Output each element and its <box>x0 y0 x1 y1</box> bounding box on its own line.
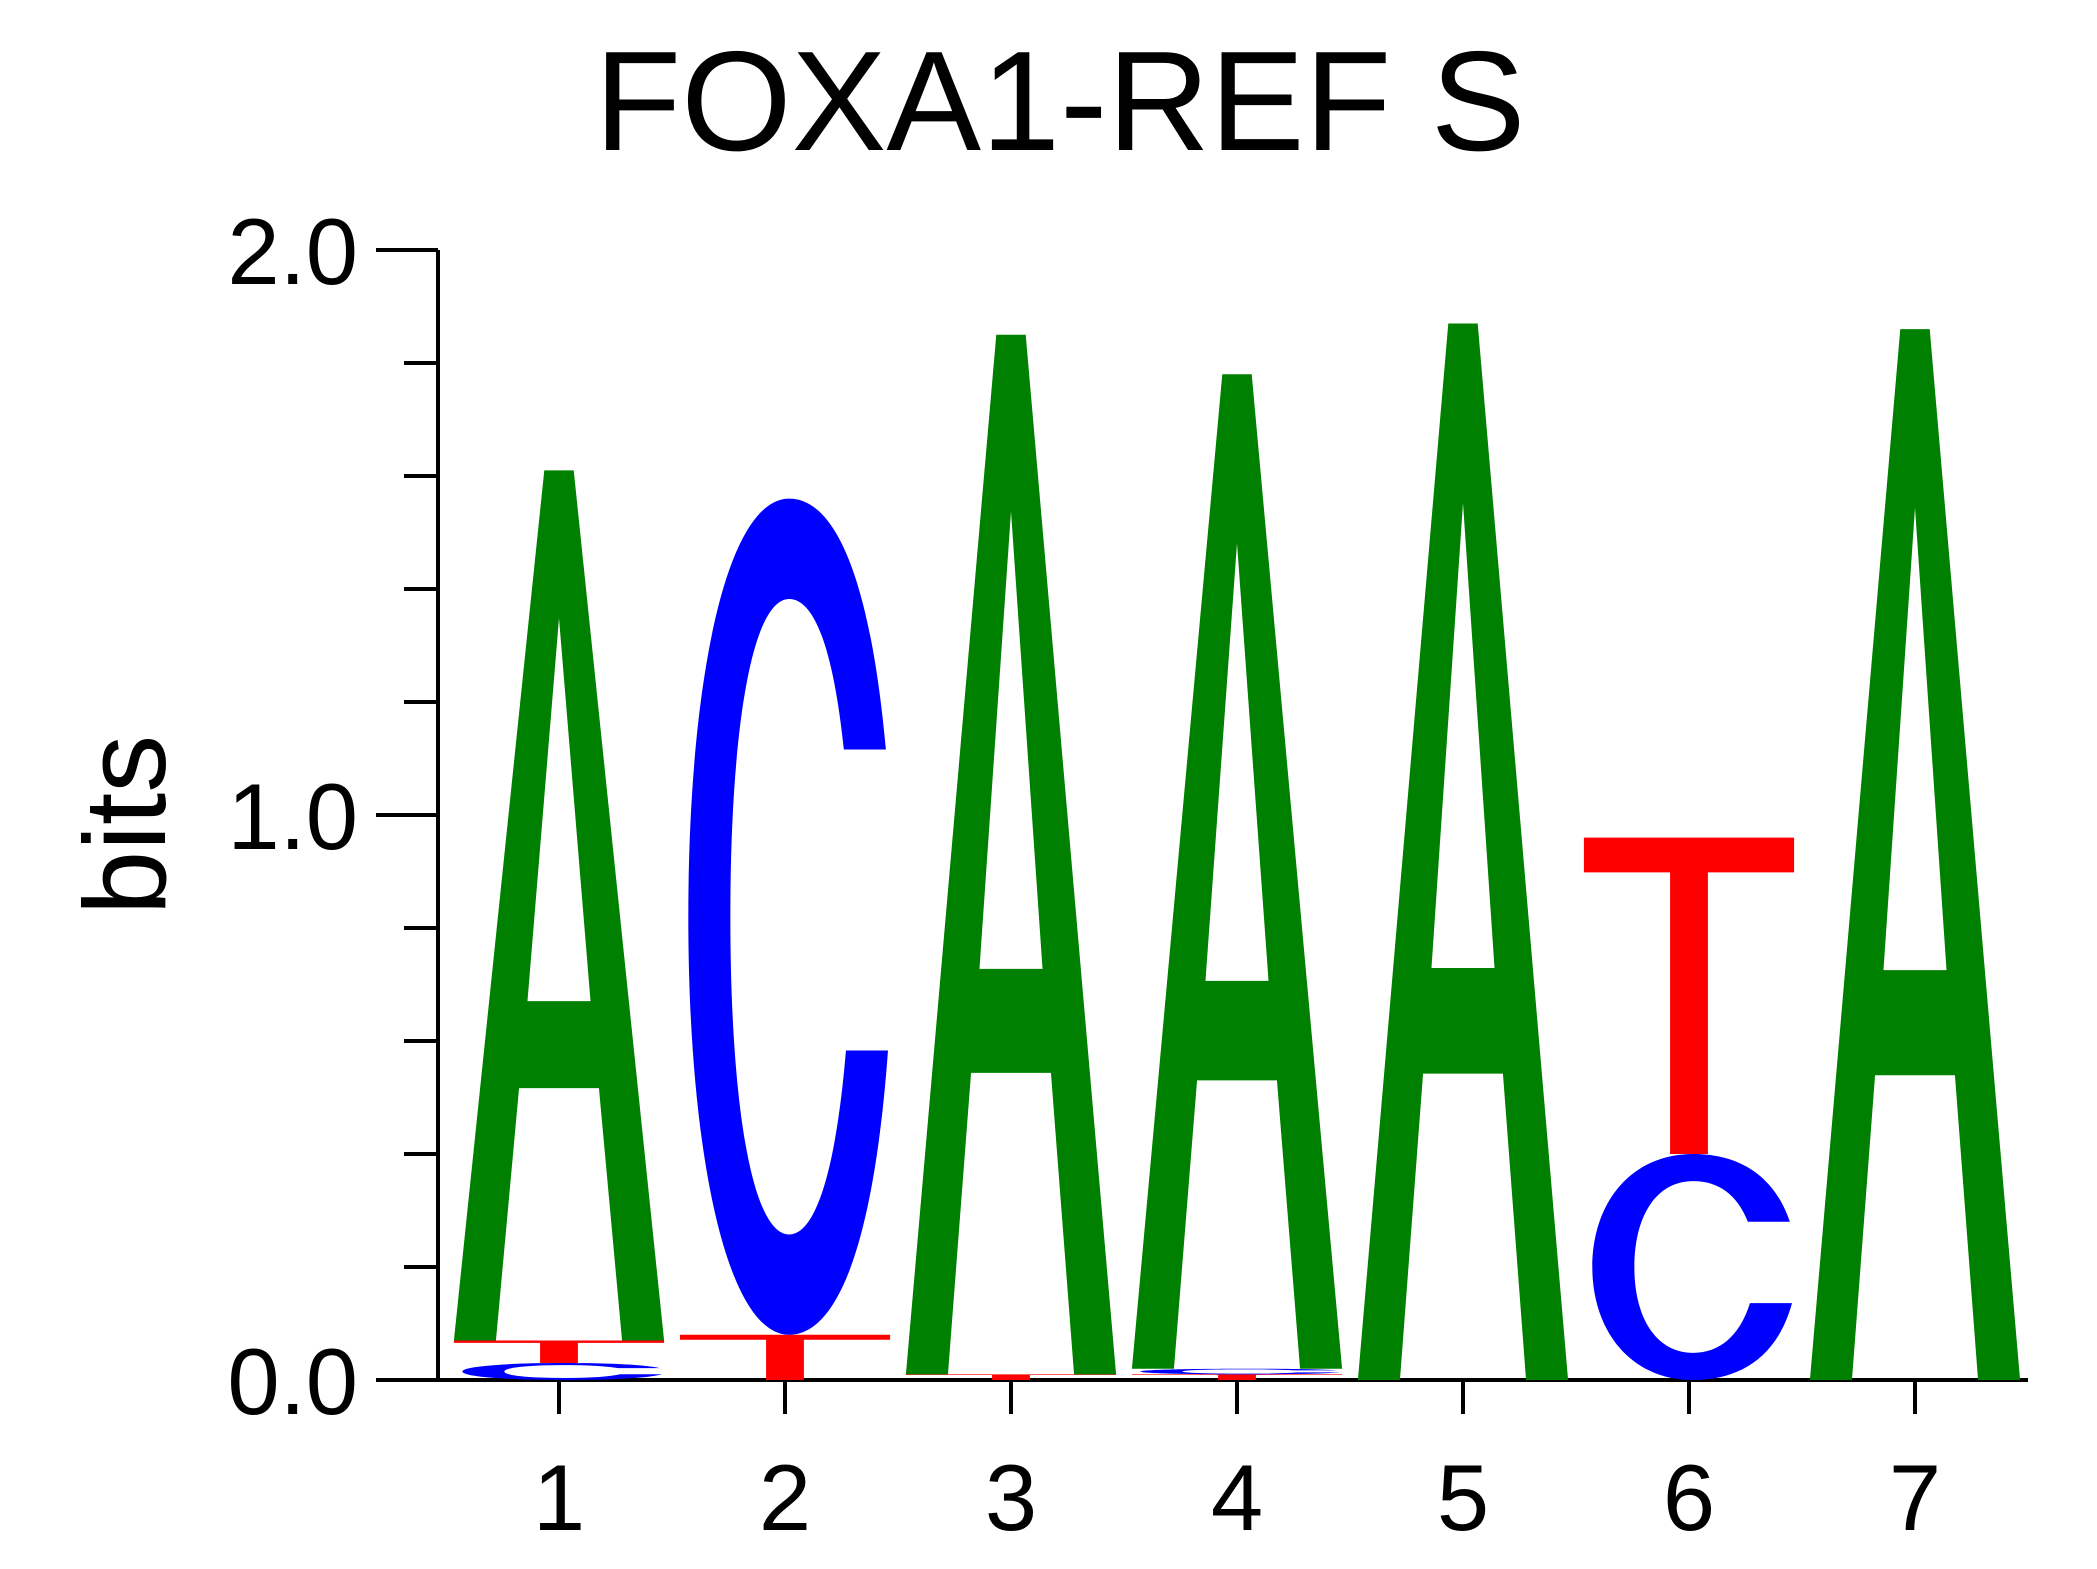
letter-A-pos-5 <box>1357 323 1569 1381</box>
y-tick-label: 2.0 <box>227 199 358 304</box>
x-tick-label: 7 <box>1889 1445 1941 1550</box>
x-tick-label: 1 <box>533 1445 585 1550</box>
letter-A-pos-4 <box>1131 374 1343 1369</box>
letter-C-pos-1 <box>462 1363 662 1380</box>
x-tick-label: 4 <box>1211 1445 1263 1550</box>
letter-C-pos-6 <box>1592 1154 1792 1380</box>
x-tick-label: 6 <box>1663 1445 1715 1550</box>
letter-T-pos-3 <box>905 1374 1117 1380</box>
letter-A-pos-3 <box>905 334 1117 1375</box>
letter-T-pos-4 <box>1131 1374 1343 1380</box>
y-tick-label: 1.0 <box>227 764 358 869</box>
logo-letters <box>453 323 2021 1381</box>
letter-C-pos-2 <box>688 498 888 1335</box>
letter-A-pos-1 <box>453 470 665 1341</box>
letter-T-pos-6 <box>1583 837 1795 1154</box>
x-tick-label: 5 <box>1437 1445 1489 1550</box>
x-tick-label: 2 <box>759 1445 811 1550</box>
letter-A-pos-7 <box>1809 329 2021 1381</box>
x-tick-label: 3 <box>985 1445 1037 1550</box>
y-axis-label: bits <box>60 735 190 916</box>
chart-title: FOXA1-REF S <box>594 22 1525 181</box>
y-tick-label: 0.0 <box>227 1329 358 1434</box>
letter-C-pos-4 <box>1140 1368 1340 1375</box>
axes: 0.0 1.0 2.0 1 2 3 4 5 6 7 <box>227 199 2028 1550</box>
letter-T-pos-2 <box>679 1334 891 1380</box>
letter-T-pos-1 <box>453 1340 665 1364</box>
